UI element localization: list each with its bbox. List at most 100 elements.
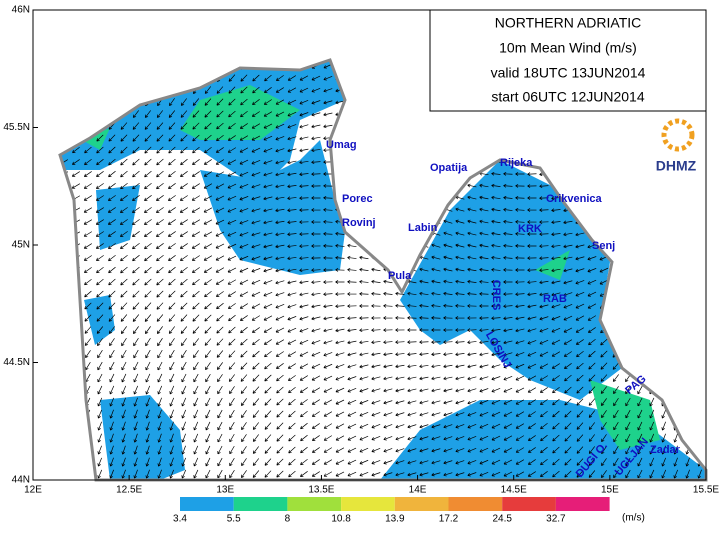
wind-arrow (527, 423, 536, 429)
wind-arrow (217, 409, 223, 419)
wind-arrow (587, 256, 597, 261)
wind-arrow (239, 147, 249, 153)
wind-arrow (323, 459, 333, 465)
wind-arrow (551, 256, 561, 261)
wind-arrow (407, 436, 417, 441)
wind-arrow (395, 448, 405, 453)
wind-arrow (203, 267, 212, 273)
wind-arrow (108, 290, 116, 298)
wind-arrow (479, 411, 489, 417)
wind-arrow (263, 111, 273, 117)
wind-arrow (192, 134, 200, 142)
wind-arrow (527, 459, 536, 465)
wind-arrow (275, 99, 285, 105)
logo: DHMZ (656, 118, 697, 174)
wind-arrow (275, 244, 285, 249)
wind-arrow (156, 243, 164, 250)
wind-arrow (637, 457, 643, 467)
wind-arrow (479, 183, 489, 188)
wind-arrow (551, 351, 561, 357)
wind-arrow (251, 244, 261, 249)
wind-arrow (575, 303, 585, 309)
place-label: Opatija (430, 162, 468, 174)
wind-arrow (120, 254, 128, 262)
wind-arrow (431, 243, 441, 248)
wind-arrow (180, 302, 188, 310)
wind-arrow (275, 315, 285, 321)
x-tick-label: 14E (409, 485, 427, 496)
wind-arrow (527, 220, 537, 224)
wind-arrow (168, 122, 176, 130)
wind-arrow (455, 340, 465, 345)
wind-arrow (491, 195, 501, 200)
wind-arrow (552, 422, 560, 430)
wind-arrow (192, 98, 200, 106)
wind-arrow (275, 256, 285, 261)
wind-arrow (564, 410, 572, 418)
wind-arrow (503, 435, 513, 441)
wind-arrow (479, 279, 489, 284)
wind-arrow (443, 340, 453, 344)
wind-arrow (145, 433, 150, 443)
wind-arrow (395, 328, 405, 332)
wind-arrow (96, 171, 104, 178)
wind-arrow (217, 421, 223, 431)
wind-arrow (120, 231, 128, 237)
wind-arrow (637, 469, 643, 479)
wind-arrow (299, 387, 308, 393)
wind-arrow (216, 326, 224, 334)
wind-arrow (288, 410, 296, 418)
wind-arrow (144, 134, 152, 142)
wind-arrow (335, 243, 345, 248)
wind-arrow (515, 232, 525, 236)
wind-arrow (217, 385, 223, 395)
wind-arrow (180, 171, 188, 178)
wind-arrow (563, 268, 573, 273)
wind-arrow (180, 98, 187, 106)
wind-arrow (120, 314, 128, 322)
wind-arrow (144, 231, 152, 238)
wind-arrow (109, 349, 115, 359)
wind-arrow (203, 231, 213, 237)
wind-arrow (109, 469, 114, 479)
wind-arrow (347, 292, 357, 296)
wind-arrow (564, 386, 572, 394)
wind-arrow (479, 423, 489, 429)
wind-arrow (95, 207, 104, 213)
wind-arrow (133, 361, 139, 371)
wind-arrow (203, 255, 213, 261)
wind-arrow (132, 243, 140, 250)
wind-arrow (217, 397, 223, 407)
wind-arrow (443, 291, 453, 296)
wind-arrow (217, 445, 223, 455)
wind-arrow (419, 472, 429, 477)
wind-arrow (239, 135, 249, 141)
wind-arrow (299, 280, 309, 285)
wind-arrow (552, 375, 560, 381)
wind-arrow (443, 231, 453, 236)
wind-arrow (371, 388, 381, 393)
wind-arrow (132, 207, 140, 214)
wind-arrow (169, 469, 174, 479)
wind-arrow (203, 195, 213, 201)
x-tick-label: 12E (24, 485, 42, 496)
wind-arrow (576, 446, 584, 454)
wind-arrow (431, 400, 441, 405)
wind-arrow (227, 267, 237, 273)
wind-arrow (144, 254, 152, 262)
wind-arrow (613, 470, 619, 479)
wind-arrow (287, 99, 297, 105)
wind-arrow (251, 303, 261, 309)
wind-arrow (227, 135, 236, 141)
wind-arrow (97, 397, 103, 407)
wind-arrow (241, 434, 247, 443)
wind-arrow (205, 421, 211, 431)
wind-arrow (587, 268, 597, 273)
wind-arrow (239, 279, 249, 285)
wind-arrow (132, 110, 139, 118)
wind-arrow (395, 376, 405, 381)
wind-arrow (191, 243, 200, 249)
wind-arrow (216, 86, 224, 94)
wind-arrow (299, 220, 309, 224)
wind-arrow (251, 159, 261, 165)
